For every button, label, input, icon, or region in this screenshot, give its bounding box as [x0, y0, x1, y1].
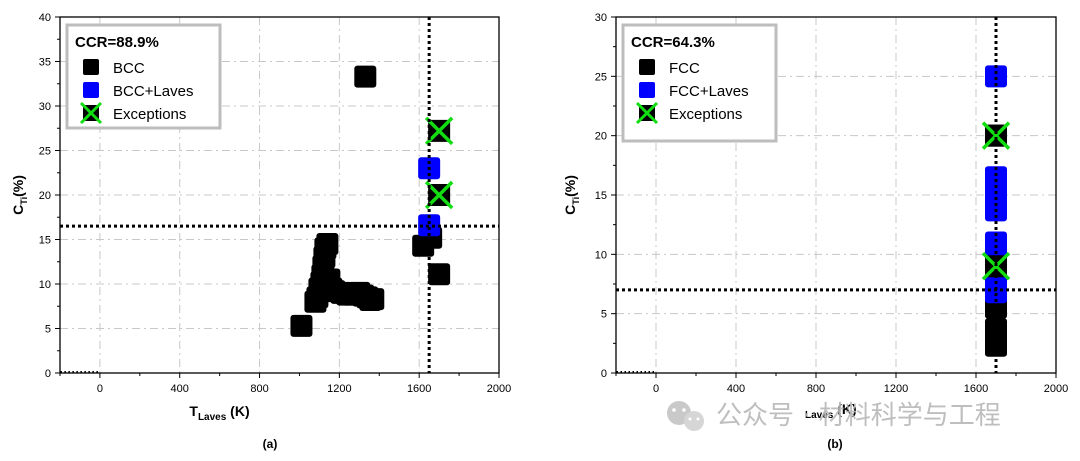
y-tick-label: 0: [45, 368, 51, 380]
y-axis-title-main: C: [562, 205, 578, 215]
exception-point: [981, 251, 1011, 281]
ccr-annotation: CCR=88.9%: [75, 34, 159, 51]
legend-marker-stroke: [635, 101, 659, 125]
y-tick-label: 15: [39, 235, 51, 247]
x-tick-label: 1600: [964, 383, 988, 395]
y-tick-label: 5: [601, 309, 607, 321]
y-tick-label: 30: [595, 12, 607, 24]
y-tick-label: 0: [601, 368, 607, 380]
data-point: [290, 314, 313, 337]
y-tick-label: 10: [39, 279, 51, 291]
legend-label: Exceptions: [669, 106, 742, 123]
exception-point: [981, 121, 1011, 150]
x-axis-title: TLaves (K): [189, 403, 249, 423]
y-tick-label: 20: [39, 190, 51, 202]
legend-marker-stroke: [79, 101, 103, 125]
y-tick-label: 35: [39, 57, 51, 69]
data-point: [362, 288, 385, 311]
exception-marker-stroke: [981, 121, 1011, 150]
legend-marker: [83, 59, 99, 75]
x-axis-title-subscript: Laves: [198, 412, 227, 423]
y-tick-label: 40: [39, 12, 51, 24]
x-tick-label: 800: [807, 383, 825, 395]
y-axis-title-unit: (%): [562, 175, 578, 197]
x-tick-label: 800: [250, 383, 268, 395]
x-tick-label: 0: [653, 383, 659, 395]
y-axis-title: CTi(%): [562, 175, 581, 215]
legend-label: Exceptions: [113, 106, 186, 123]
x-tick-label: 2000: [487, 383, 511, 395]
y-tick-label: 25: [39, 146, 51, 158]
series-exceptions: [981, 121, 1011, 281]
series-fcc-laves: [985, 65, 1007, 304]
x-tick-label: 0: [97, 383, 103, 395]
wechat-logo-icon: [667, 401, 704, 431]
legend-label: BCC: [113, 60, 145, 77]
legend: CCR=88.9% BCC BCC+Laves Exceptions: [65, 23, 222, 130]
chart-panel-b: 0 400 800 1200 1600 2000 0 5 10 15 20 25 30 CTi(%) CCR…: [562, 12, 1068, 451]
legend-marker: [83, 82, 99, 98]
legend-marker-exceptions: [79, 101, 103, 125]
tick-labels: 0 400 800 1200 1600 2000 0 5 10 15 20 25 30: [595, 12, 1068, 395]
x-axis-title-unit: (K): [833, 401, 856, 417]
panel-label: (a): [263, 437, 278, 451]
x-axis-title-partial: Laves (K): [805, 401, 857, 421]
x-tick-label: 1200: [884, 383, 908, 395]
x-axis-title-subscript: Laves: [805, 410, 834, 421]
panel-label: (b): [827, 437, 842, 451]
y-axis-title-subscript: Ti: [571, 197, 581, 205]
y-tick-label: 10: [595, 249, 607, 261]
data-point: [418, 214, 441, 237]
data-point: [985, 281, 1007, 304]
y-tick-label: 15: [595, 190, 607, 202]
y-tick-label: 25: [595, 71, 607, 83]
series-bcc: [290, 65, 451, 337]
chart-panel-a: 0 400 800 1200 1600 2000 0 5 10 15 20 25 30 35 40 CTi(%…: [10, 12, 511, 451]
watermark: 公众号 · 材料科学与工程: [667, 401, 1001, 431]
tick-labels: 0 400 800 1200 1600 2000 0 5 10 15 20 25 30 35 40: [39, 12, 511, 395]
y-axis-title-subscript: Ti: [19, 197, 29, 205]
y-axis-title: CTi(%): [10, 175, 29, 215]
data-point: [985, 65, 1007, 88]
legend-marker-exceptions: [635, 101, 659, 125]
y-tick-label: 30: [39, 101, 51, 113]
legend-marker: [639, 82, 655, 98]
exception-marker-stroke: [981, 251, 1011, 281]
legend-label: FCC+Laves: [669, 83, 749, 100]
y-axis-title-unit: (%): [10, 175, 26, 197]
x-axis-title-unit: (K): [226, 403, 249, 419]
x-axis-title-main: T: [189, 403, 198, 419]
x-tick-label: 2000: [1044, 383, 1068, 395]
x-tick-label: 400: [171, 383, 189, 395]
watermark-text: 公众号 · 材料科学与工程: [716, 401, 1001, 431]
legend-label: FCC: [669, 60, 700, 77]
y-tick-label: 5: [45, 324, 51, 336]
ccr-annotation: CCR=64.3%: [631, 34, 715, 51]
data-point: [428, 263, 451, 286]
data-point: [316, 232, 339, 255]
y-axis-title-main: C: [10, 205, 26, 215]
legend-marker: [639, 59, 655, 75]
y-tick-label: 20: [595, 131, 607, 143]
x-tick-label: 400: [727, 383, 745, 395]
x-tick-label: 1600: [407, 383, 431, 395]
legend: CCR=64.3% FCC FCC+Laves Exceptions: [621, 23, 778, 143]
x-tick-label: 1200: [327, 383, 351, 395]
data-point: [354, 65, 377, 88]
legend-label: BCC+Laves: [113, 83, 193, 100]
